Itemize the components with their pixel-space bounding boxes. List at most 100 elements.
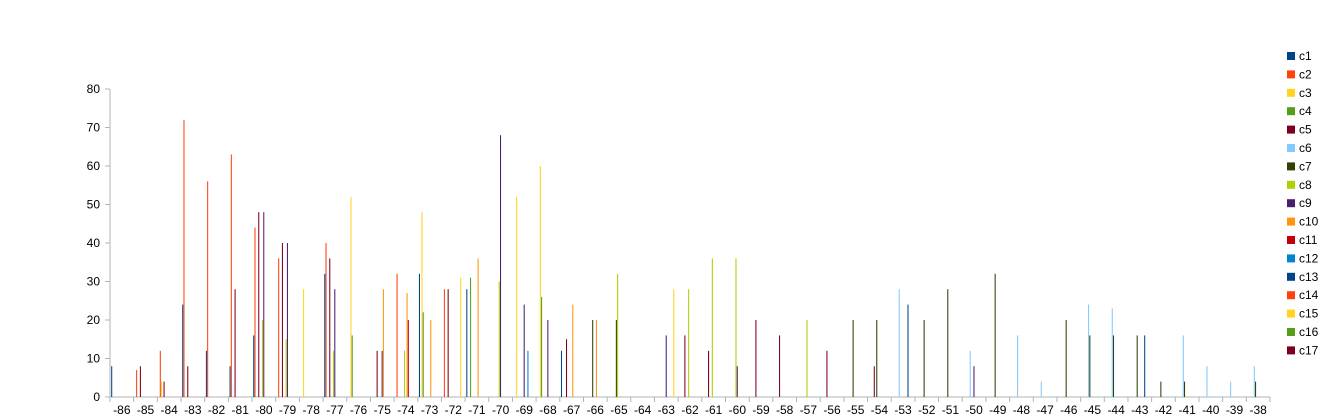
x-tick-label: -62 xyxy=(681,403,699,417)
bar-c6--50 xyxy=(969,350,971,397)
x-tick-label: -82 xyxy=(208,403,226,417)
x-tick-label: -79 xyxy=(279,403,297,417)
x-tick-label: -39 xyxy=(1226,403,1244,417)
bar-c1--80 xyxy=(253,335,255,397)
bar-c5--83 xyxy=(187,366,189,397)
x-tick-label: -56 xyxy=(823,403,841,417)
bar-c2--82 xyxy=(207,181,209,397)
bar-c2--84 xyxy=(159,350,161,397)
bar-c8--77 xyxy=(333,350,335,397)
bar-c10--66 xyxy=(595,320,597,397)
bar-c12--69 xyxy=(527,350,529,397)
bar-c8--70 xyxy=(498,281,500,397)
bar-c6--39 xyxy=(1230,381,1232,397)
bar-c5--54 xyxy=(873,366,875,397)
x-tick-label: -53 xyxy=(894,403,912,417)
bar-c3--73 xyxy=(421,212,423,397)
bar-c4--76 xyxy=(351,335,353,397)
bar-c2--83 xyxy=(183,119,185,398)
legend-swatch-c13 xyxy=(1287,272,1295,281)
bar-c10--67 xyxy=(572,304,574,397)
legend: c1 c2 c3 c4 c5 c6 c7 c8 c9 c10 c11 c12 c13 c14 c15 c16 c… xyxy=(1287,49,1319,357)
x-tick-label: -48 xyxy=(1013,403,1031,417)
x-tick-label: -76 xyxy=(350,403,368,417)
x-tick-label: -58 xyxy=(776,403,794,417)
legend-swatch-c14 xyxy=(1287,291,1295,300)
bar-c7--51 xyxy=(947,289,949,397)
bar-c10--75 xyxy=(382,289,384,397)
bar-c5--85 xyxy=(139,366,141,397)
bar-c7--55 xyxy=(852,320,854,397)
bar-c5--62 xyxy=(684,335,686,397)
x-tick-label: -65 xyxy=(610,403,628,417)
y-tick-label: 0 xyxy=(93,390,100,404)
bar-c8--62 xyxy=(688,289,690,397)
bar-c9--50 xyxy=(973,366,975,397)
legend-label-c8: c8 xyxy=(1299,178,1312,192)
legend-label-c13: c13 xyxy=(1299,270,1319,284)
bar-c10--71 xyxy=(477,258,479,397)
x-tick-label: -50 xyxy=(965,403,983,417)
x-tick-label: -80 xyxy=(255,403,273,417)
x-tick-label: -45 xyxy=(1084,403,1102,417)
x-tick-label: -44 xyxy=(1107,403,1125,417)
legend-label-c5: c5 xyxy=(1299,123,1312,137)
legend-label-c4: c4 xyxy=(1299,104,1312,118)
bar-c1--73 xyxy=(418,273,420,397)
x-tick-label: -64 xyxy=(634,403,652,417)
x-tick-label: -67 xyxy=(563,403,581,417)
bar-c2--74 xyxy=(396,273,398,397)
x-tick-label: -84 xyxy=(161,403,179,417)
bar-c3--78 xyxy=(303,289,305,397)
x-tick-label: -74 xyxy=(397,403,415,417)
bar-c5--79 xyxy=(281,243,283,397)
x-tick-label: -68 xyxy=(539,403,557,417)
bar-c7--46 xyxy=(1065,320,1067,397)
bar-c11--74 xyxy=(407,320,409,397)
legend-swatch-c1 xyxy=(1287,52,1295,60)
y-tick-label: 80 xyxy=(87,82,101,96)
bar-c4--68 xyxy=(541,296,543,397)
bar-c5--56 xyxy=(826,350,828,397)
x-tick-label: -54 xyxy=(871,403,889,417)
bar-c6--45 xyxy=(1088,304,1090,397)
legend-swatch-c3 xyxy=(1287,88,1295,97)
legend-label-c11: c11 xyxy=(1299,233,1318,247)
bar-c5--81 xyxy=(234,289,236,397)
x-tick-label: -59 xyxy=(752,403,770,417)
bar-c3--69 xyxy=(516,196,518,397)
bar-c9--80 xyxy=(263,212,265,397)
x-tick-label: -47 xyxy=(1036,403,1054,417)
bar-c1--81 xyxy=(229,366,231,397)
bar-c4--73 xyxy=(422,312,424,397)
y-tick-label: 70 xyxy=(87,121,101,135)
x-tick-label: -81 xyxy=(232,403,250,417)
bar-c1--77 xyxy=(324,273,326,397)
x-tick-label: -85 xyxy=(137,403,155,417)
x-tick-label: -46 xyxy=(1060,403,1078,417)
bar-c4--71 xyxy=(470,277,472,397)
legend-label-c9: c9 xyxy=(1299,196,1312,210)
bar-c2--85 xyxy=(136,370,138,397)
x-tick-label: -43 xyxy=(1131,403,1149,417)
legend-swatch-c7 xyxy=(1287,162,1295,171)
bar-c3--84 xyxy=(161,381,163,397)
bar-c3--76 xyxy=(350,196,352,397)
y-tick-label: 40 xyxy=(87,236,101,250)
legend-swatch-c11 xyxy=(1287,236,1295,244)
x-tick-label: -49 xyxy=(989,403,1007,417)
bar-c3--68 xyxy=(539,166,541,397)
bar-c5--84 xyxy=(163,381,165,397)
bar-c7--43 xyxy=(1136,335,1138,397)
x-tick-label: -41 xyxy=(1178,403,1196,417)
bar-c7--38 xyxy=(1255,381,1257,397)
legend-swatch-c15 xyxy=(1287,309,1295,318)
legend-label-c1: c1 xyxy=(1299,49,1312,63)
bar-c6--41 xyxy=(1182,335,1184,397)
bar-c2--80 xyxy=(254,227,256,397)
x-tick-label: -77 xyxy=(326,403,344,417)
bar-c1--71 xyxy=(466,289,468,397)
bar-c1--83 xyxy=(182,304,184,397)
bar-c1--86 xyxy=(111,366,113,397)
bar-c7--54 xyxy=(876,320,878,397)
